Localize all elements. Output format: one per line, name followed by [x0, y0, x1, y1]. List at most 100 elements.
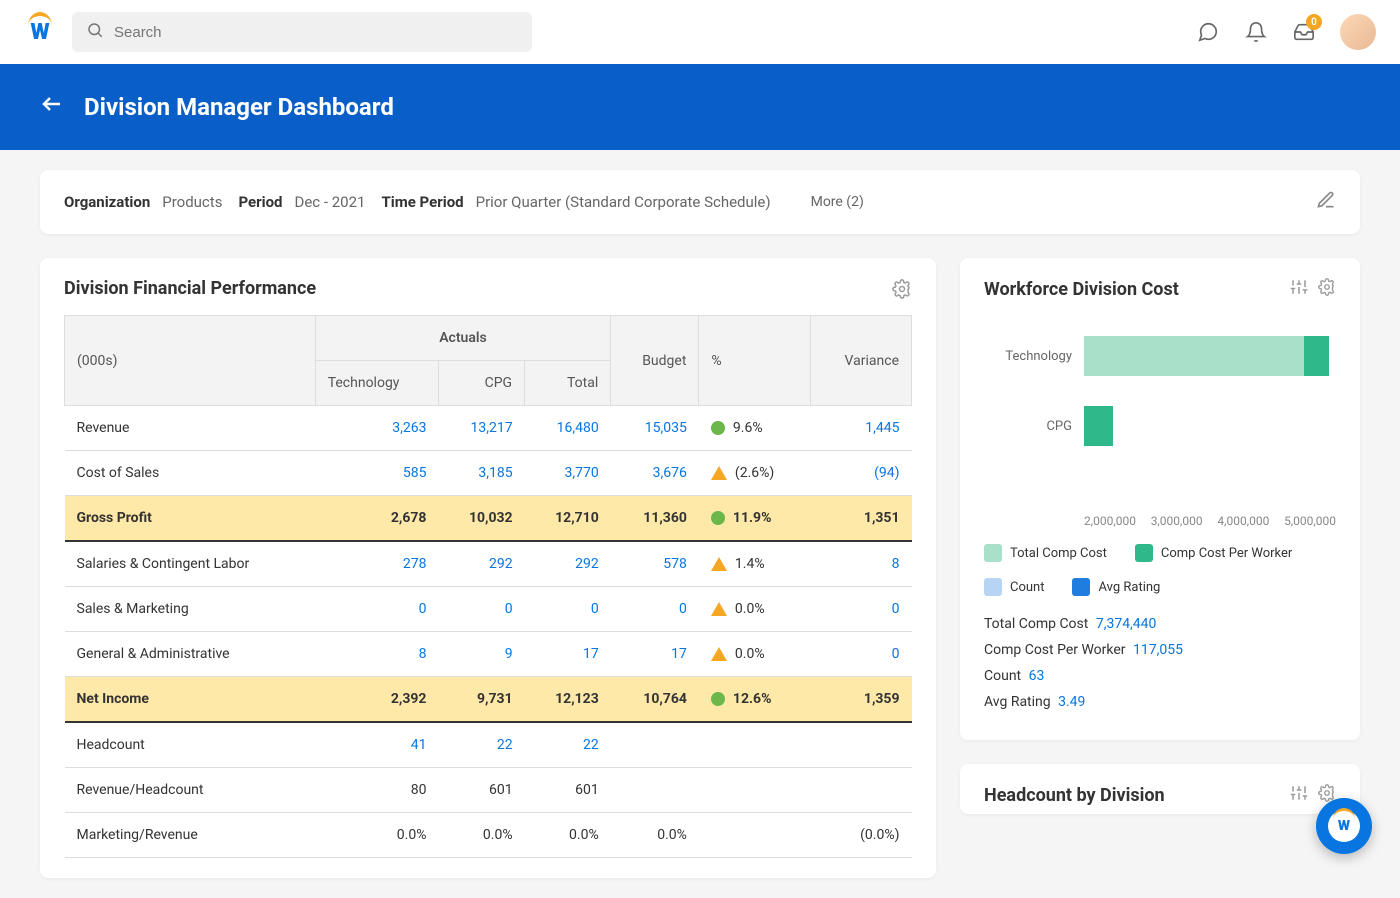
- card-title: Division Financial Performance: [64, 278, 316, 299]
- user-avatar[interactable]: [1340, 14, 1376, 50]
- summary-value[interactable]: 117,055: [1133, 642, 1183, 658]
- financial-performance-card: Division Financial Performance (000s) Ac…: [40, 258, 936, 878]
- chat-icon[interactable]: [1196, 20, 1220, 44]
- cell-variance[interactable]: 1,445: [810, 406, 911, 451]
- cell-cpg[interactable]: 292: [438, 541, 524, 587]
- cell-total[interactable]: 3,770: [525, 451, 611, 496]
- cell-cpg[interactable]: 3,185: [438, 451, 524, 496]
- cell-budget[interactable]: 15,035: [611, 406, 699, 451]
- gear-icon[interactable]: [1318, 278, 1336, 300]
- cell-cpg: 601: [438, 768, 524, 813]
- cell-cpg[interactable]: 9: [438, 632, 524, 677]
- cell-pct: 9.6%: [699, 406, 810, 451]
- bar-segment[interactable]: [1084, 336, 1304, 376]
- cell-total[interactable]: 292: [525, 541, 611, 587]
- cell-variance[interactable]: 8: [810, 541, 911, 587]
- legend-label: Avg Rating: [1098, 580, 1160, 595]
- cell-pct: 0.0%: [699, 632, 810, 677]
- workforce-summary: Total Comp Cost 7,374,440Comp Cost Per W…: [984, 616, 1336, 710]
- table-row: Revenue3,26313,21716,48015,0359.6%1,445: [65, 406, 912, 451]
- cell-total[interactable]: 16,480: [525, 406, 611, 451]
- notifications-icon[interactable]: [1244, 20, 1268, 44]
- sliders-icon[interactable]: [1290, 784, 1308, 806]
- cell-variance[interactable]: 0: [810, 632, 911, 677]
- axis-tick: 2,000,000: [1084, 514, 1136, 528]
- cell-cpg[interactable]: 22: [438, 722, 524, 768]
- filter-time-period[interactable]: Time Period Prior Quarter (Standard Corp…: [381, 193, 770, 211]
- bar-segment[interactable]: [1084, 406, 1113, 446]
- filter-organization[interactable]: Organization Products: [64, 193, 222, 211]
- cell-budget: 10,764: [611, 677, 699, 723]
- cell-variance[interactable]: 0: [810, 587, 911, 632]
- summary-label: Total Comp Cost: [984, 616, 1088, 632]
- axis-tick: 3,000,000: [1151, 514, 1203, 528]
- cell-cpg[interactable]: 0: [438, 587, 524, 632]
- cell-budget: [611, 768, 699, 813]
- filter-more[interactable]: More (2): [811, 194, 864, 210]
- legend-swatch: [984, 544, 1002, 562]
- legend-item[interactable]: Comp Cost Per Worker: [1135, 544, 1292, 562]
- cell-technology[interactable]: 278: [315, 541, 438, 587]
- table-row: Cost of Sales5853,1853,7703,676(2.6%)(94…: [65, 451, 912, 496]
- card-title: Workforce Division Cost: [984, 279, 1179, 300]
- cell-technology[interactable]: 585: [315, 451, 438, 496]
- cell-cpg: 0.0%: [438, 813, 524, 858]
- row-label: Revenue: [65, 406, 316, 451]
- cell-total: 0.0%: [525, 813, 611, 858]
- cell-technology: 2,678: [315, 496, 438, 542]
- cell-variance[interactable]: (94): [810, 451, 911, 496]
- cell-budget[interactable]: 0: [611, 587, 699, 632]
- axis-tick: 5,000,000: [1284, 514, 1336, 528]
- chart-bar-row: CPG: [984, 406, 1336, 446]
- inbox-badge: 0: [1306, 14, 1322, 30]
- cell-total[interactable]: 17: [525, 632, 611, 677]
- cell-variance[interactable]: [810, 722, 911, 768]
- cell-total[interactable]: 22: [525, 722, 611, 768]
- summary-value[interactable]: 3.49: [1058, 694, 1085, 710]
- table-row: Headcount412222: [65, 722, 912, 768]
- topbar: W 0: [0, 0, 1400, 64]
- bar-segment[interactable]: [1304, 336, 1329, 376]
- row-label: Gross Profit: [65, 496, 316, 542]
- cell-technology: 80: [315, 768, 438, 813]
- col-variance: Variance: [810, 316, 911, 406]
- legend-item[interactable]: Total Comp Cost: [984, 544, 1107, 562]
- filter-period[interactable]: Period Dec - 2021: [238, 193, 365, 211]
- inbox-icon[interactable]: 0: [1292, 20, 1316, 44]
- cell-technology[interactable]: 8: [315, 632, 438, 677]
- cell-technology[interactable]: 0: [315, 587, 438, 632]
- summary-label: Avg Rating: [984, 694, 1051, 710]
- cell-budget[interactable]: 3,676: [611, 451, 699, 496]
- cell-budget[interactable]: 17: [611, 632, 699, 677]
- summary-label: Count: [984, 668, 1021, 684]
- cell-total: 12,710: [525, 496, 611, 542]
- gear-icon[interactable]: [892, 279, 912, 299]
- cell-technology[interactable]: 41: [315, 722, 438, 768]
- cell-pct: 12.6%: [699, 677, 810, 723]
- help-fab[interactable]: W: [1316, 798, 1372, 854]
- cell-variance: (0.0%): [810, 813, 911, 858]
- cell-budget: 11,360: [611, 496, 699, 542]
- cell-budget[interactable]: [611, 722, 699, 768]
- cell-budget[interactable]: 578: [611, 541, 699, 587]
- summary-row: Count 63: [984, 668, 1336, 684]
- cell-total[interactable]: 0: [525, 587, 611, 632]
- summary-value[interactable]: 63: [1029, 668, 1045, 684]
- financial-table: (000s) Actuals Budget % Variance Technol…: [64, 315, 912, 858]
- cell-cpg[interactable]: 13,217: [438, 406, 524, 451]
- page-title: Division Manager Dashboard: [84, 93, 394, 121]
- summary-value[interactable]: 7,374,440: [1096, 616, 1157, 632]
- app-logo[interactable]: W: [24, 16, 56, 48]
- cell-technology[interactable]: 3,263: [315, 406, 438, 451]
- search-box[interactable]: [72, 12, 532, 52]
- legend-item[interactable]: Count: [984, 578, 1044, 596]
- chart-bar-row: Technology: [984, 336, 1336, 376]
- search-input[interactable]: [114, 24, 518, 41]
- col-actuals: Actuals: [315, 316, 611, 361]
- legend-item[interactable]: Avg Rating: [1072, 578, 1160, 596]
- legend-swatch: [1072, 578, 1090, 596]
- back-arrow-icon[interactable]: [40, 92, 64, 122]
- col-000s: (000s): [65, 316, 316, 406]
- edit-icon[interactable]: [1316, 190, 1336, 214]
- sliders-icon[interactable]: [1290, 278, 1308, 300]
